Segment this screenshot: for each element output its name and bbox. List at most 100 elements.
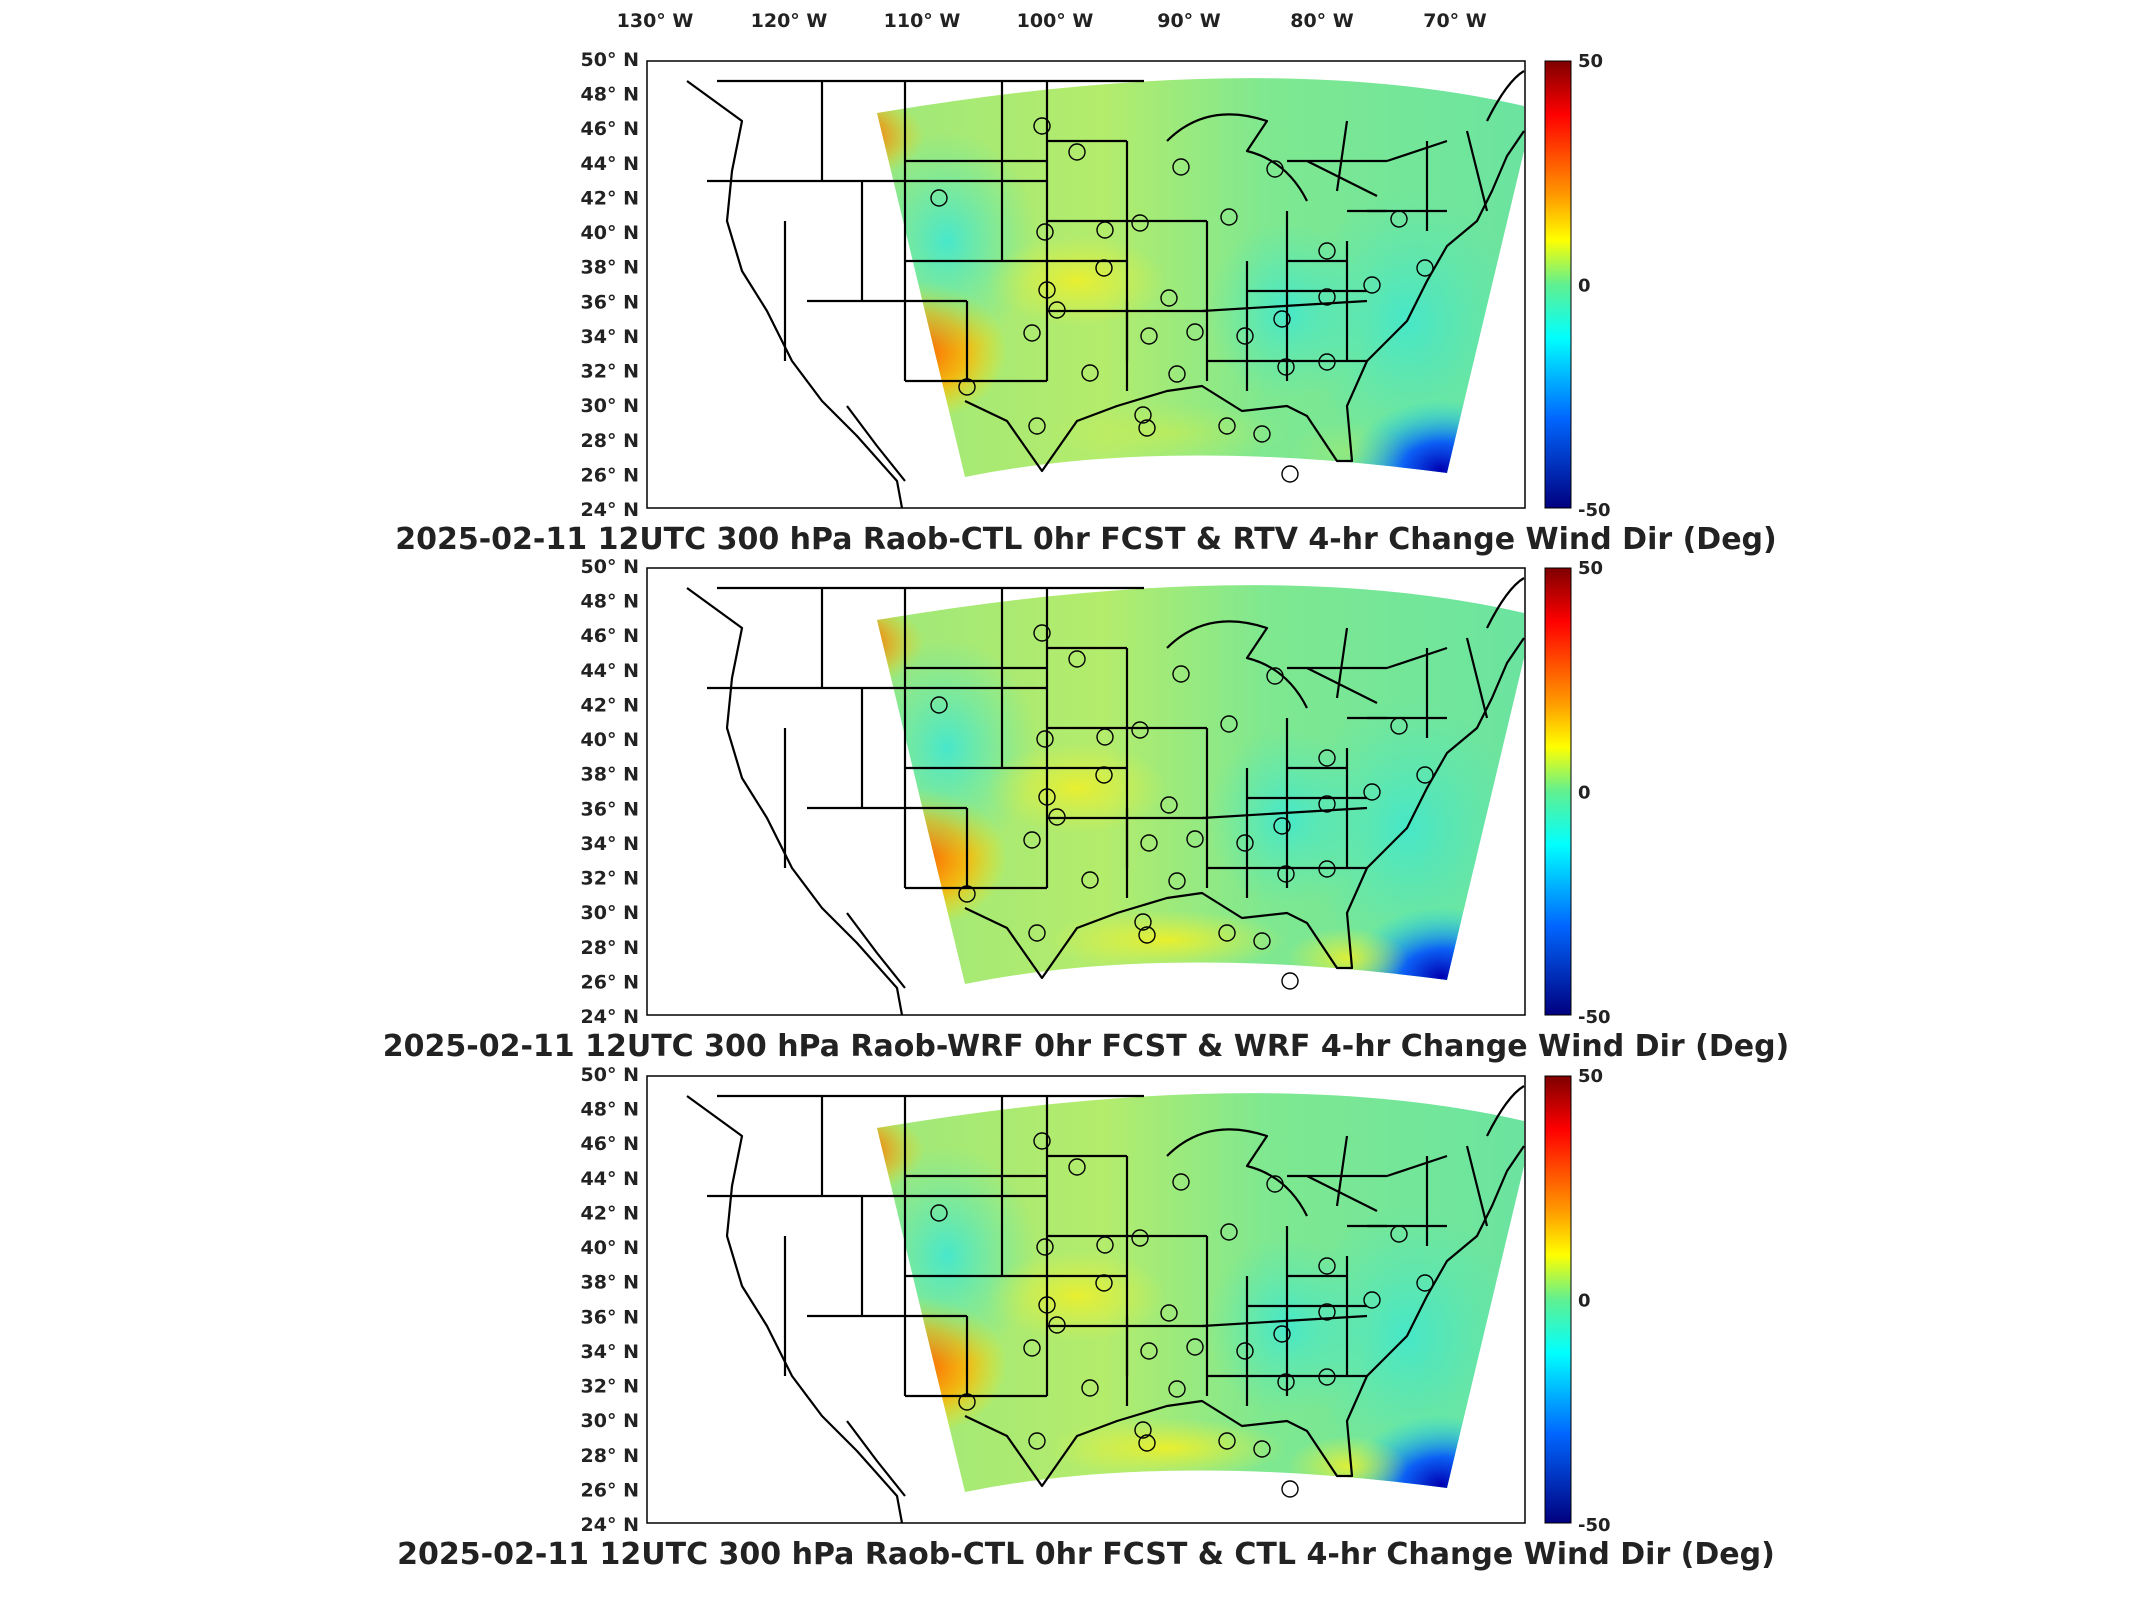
lon-label: 120° W [751,10,828,32]
lat-label: 36° N [581,798,639,820]
lat-label: 26° N [581,464,639,486]
yellow-region [987,1251,1167,1341]
colorbar-tick-label: 50 [1578,1066,1603,1087]
lon-label: 130° W [617,10,694,32]
raob-station-marker [1273,1325,1291,1343]
raob-station-marker [1138,419,1156,437]
raob-station-marker [1095,1274,1113,1292]
lat-label: 26° N [581,1479,639,1501]
raob-station-marker [1318,242,1336,260]
raob-station-marker [1186,830,1204,848]
lat-label: 46° N [581,1133,639,1155]
colorbar-tick-label: 0 [1578,783,1591,804]
lat-label: 34° N [581,326,639,348]
raob-station-marker [1023,324,1041,342]
raob-station-marker [1220,208,1238,226]
yellow-region [987,236,1167,326]
raob-station-marker [1266,160,1284,178]
lat-label: 50° N [581,1064,639,1086]
raob-station-marker [1318,1257,1336,1275]
lat-label: 44° N [581,660,639,682]
lat-label: 24° N [581,499,639,521]
raob-station-marker [1172,665,1190,683]
longitude-labels: 130° W 120° W 110° W 100° W 90° W 80° W … [617,10,1487,32]
raob-station-marker [1023,1339,1041,1357]
yellow-region [1047,1418,1287,1478]
lat-label: 30° N [581,902,639,924]
colorbar [1544,1075,1572,1524]
raob-station-marker [1038,1296,1056,1314]
colorbar-tick-label: -50 [1578,1007,1611,1028]
raob-station-marker [1036,223,1054,241]
raob-station-marker [1218,924,1236,942]
raob-station-marker [1096,1236,1114,1254]
raob-station-marker [1028,1432,1046,1450]
raob-station-marker [1134,406,1152,424]
raob-station-marker [1186,1338,1204,1356]
state-boundaries [686,1085,1525,1524]
raob-station-marker [1168,1380,1186,1398]
lat-label: 48° N [581,591,639,613]
raob-station-marker [1140,1342,1158,1360]
lat-label: 34° N [581,1341,639,1363]
raob-station-marker [1038,281,1056,299]
yellow-region [1047,910,1287,970]
panel-title: 2025-02-11 12UTC 300 hPa Raob-CTL 0hr FC… [397,1537,1775,1572]
colorbar [1544,567,1572,1016]
raob-stations [930,624,1434,990]
raob-station-marker [1273,817,1291,835]
lat-label: 28° N [581,430,639,452]
raob-station-marker [930,189,948,207]
raob-station-marker [1036,730,1054,748]
lat-label: 38° N [581,764,639,786]
colorbar-tick-label: 50 [1578,51,1603,72]
raob-station-marker [1172,1173,1190,1191]
raob-station-marker [1218,417,1236,435]
raob-station-marker [1363,783,1381,801]
raob-station-marker [1186,323,1204,341]
lat-label: 30° N [581,1410,639,1432]
raob-station-marker [1134,913,1152,931]
raob-station-marker [1318,1368,1336,1386]
lat-label: 24° N [581,1006,639,1028]
raob-station-marker [1318,749,1336,767]
lon-label: 80° W [1290,10,1354,32]
raob-station-marker [1096,221,1114,239]
raob-station-marker [1095,766,1113,784]
raob-station-marker [1131,214,1149,232]
raob-station-marker [958,885,976,903]
raob-station-marker [1168,872,1186,890]
raob-station-marker [1236,327,1254,345]
lat-label: 42° N [581,694,639,716]
raob-station-marker [1138,1434,1156,1452]
raob-station-marker [1218,1432,1236,1450]
state-boundaries [686,70,1525,509]
raob-station-marker [930,696,948,714]
raob-station-marker [1048,1316,1066,1334]
lat-label: 32° N [581,361,639,383]
lat-label: 46° N [581,118,639,140]
raob-station-marker [1140,327,1158,345]
lat-label: 24° N [581,1514,639,1536]
lon-label: 100° W [1017,10,1094,32]
map-border [646,1075,1526,1524]
colorbar-tick-label: -50 [1578,500,1611,521]
raob-station-marker [1168,365,1186,383]
lat-label: 44° N [581,153,639,175]
raob-station-marker [1160,1304,1178,1322]
lat-label: 38° N [581,257,639,279]
raob-station-marker [1318,353,1336,371]
raob-station-marker [1318,795,1336,813]
raob-station-marker [1416,1274,1434,1292]
lat-label: 32° N [581,868,639,890]
raob-station-marker [1281,465,1299,483]
raob-station-marker [1160,289,1178,307]
raob-station-marker [1318,1303,1336,1321]
state-boundaries [686,577,1525,1016]
raob-station-marker [1131,1229,1149,1247]
map-panel: 50° N 48° N 46° N 44° N 42° N 40° N 38° N 36° N… [383,556,1790,1064]
lat-label: 50° N [581,556,639,578]
raob-station-marker [1281,1480,1299,1498]
raob-station-marker [1038,788,1056,806]
